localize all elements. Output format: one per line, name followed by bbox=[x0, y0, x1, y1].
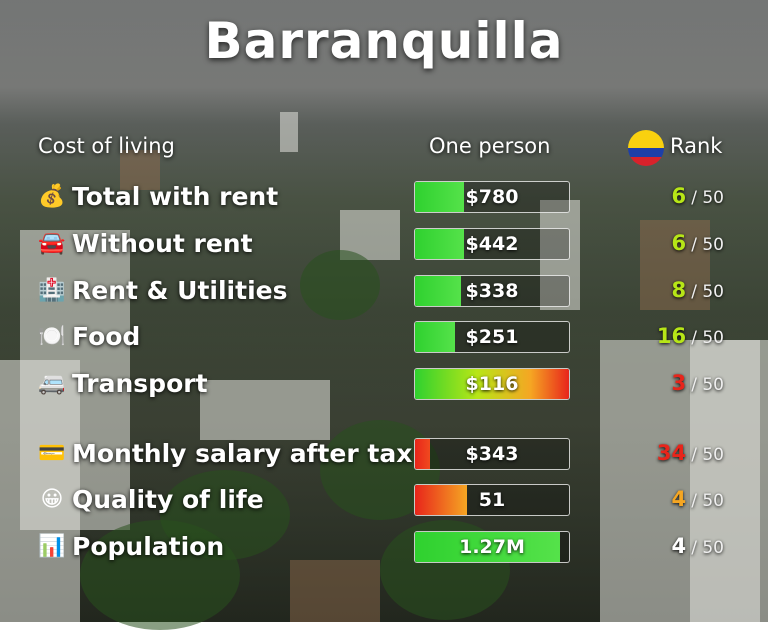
bar-value: 51 bbox=[478, 489, 506, 511]
value-bar: $251 bbox=[414, 321, 570, 353]
rank-value: 34 / 50 bbox=[657, 438, 724, 470]
rank-total: / 50 bbox=[691, 445, 724, 465]
rank-total: / 50 bbox=[691, 491, 724, 511]
rank-number: 34 bbox=[656, 441, 687, 465]
rank-number: 6 bbox=[671, 231, 687, 255]
value-bar: $442 bbox=[414, 228, 570, 260]
value-bar: $780 bbox=[414, 181, 570, 213]
value-bar: 1.27M bbox=[414, 531, 570, 563]
row-label: Transport bbox=[72, 369, 208, 398]
rank-total: / 50 bbox=[691, 538, 724, 558]
row-transport: 🚐 Transport $116 3 / 50 bbox=[0, 368, 768, 402]
rank-value: 6 / 50 bbox=[672, 181, 724, 213]
one-person-header: One person bbox=[429, 134, 551, 158]
row-quality-of-life: 😀 Quality of life 51 4 / 50 bbox=[0, 484, 768, 518]
row-without-rent: 🚘 Without rent $442 6 / 50 bbox=[0, 228, 768, 262]
smiley-face-icon: 😀 bbox=[40, 487, 64, 512]
value-bar: $338 bbox=[414, 275, 570, 307]
rank-value: 3 / 50 bbox=[672, 368, 724, 400]
bar-value: $251 bbox=[465, 326, 519, 348]
row-total-with-rent: 💰 Total with rent $780 6 / 50 bbox=[0, 181, 768, 215]
row-label: Food bbox=[72, 322, 141, 351]
rank-value: 4 / 50 bbox=[672, 484, 724, 516]
row-label: Without rent bbox=[72, 229, 253, 258]
bar-value: $780 bbox=[465, 186, 519, 208]
row-label: Quality of life bbox=[72, 485, 264, 514]
row-monthly-salary: 💳 Monthly salary after tax $343 34 / 50 bbox=[0, 438, 768, 472]
rank-total: / 50 bbox=[691, 235, 724, 255]
minibus-icon: 🚐 bbox=[38, 371, 66, 396]
rank-number: 6 bbox=[671, 184, 687, 208]
row-label: Monthly salary after tax bbox=[72, 439, 413, 468]
credit-card-icon: 💳 bbox=[38, 441, 66, 466]
rank-total: / 50 bbox=[691, 328, 724, 348]
bar-value: $116 bbox=[465, 373, 519, 395]
rank-number: 8 bbox=[671, 278, 687, 302]
bar-value: 1.27M bbox=[459, 536, 525, 558]
rank-value: 4 / 50 bbox=[672, 531, 724, 563]
bar-fill bbox=[415, 532, 560, 562]
cost-of-living-header: Cost of living bbox=[38, 134, 175, 158]
rank-total: / 50 bbox=[691, 282, 724, 302]
value-bar: $343 bbox=[414, 438, 570, 470]
city-title: Barranquilla bbox=[204, 12, 564, 70]
bar-fill bbox=[415, 276, 462, 306]
rank-number: 3 bbox=[671, 371, 687, 395]
rank-value: 16 / 50 bbox=[657, 321, 724, 353]
bar-fill bbox=[415, 229, 465, 259]
bar-chart-icon: 📊 bbox=[38, 534, 66, 559]
row-food: 🍽️ Food $251 16 / 50 bbox=[0, 321, 768, 355]
money-bag-icon: 💰 bbox=[38, 184, 66, 209]
rank-total: / 50 bbox=[691, 375, 724, 395]
bar-fill bbox=[415, 439, 431, 469]
row-rent-utilities: 🏥 Rent & Utilities $338 8 / 50 bbox=[0, 275, 768, 309]
rank-header: Rank bbox=[670, 134, 723, 158]
bar-value: $343 bbox=[465, 443, 519, 465]
hospital-building-icon: 🏥 bbox=[38, 278, 66, 303]
rank-value: 6 / 50 bbox=[672, 228, 724, 260]
row-label: Total with rent bbox=[72, 182, 279, 211]
rank-number: 4 bbox=[671, 534, 687, 558]
row-label: Rent & Utilities bbox=[72, 276, 288, 305]
plate-cutlery-icon: 🍽️ bbox=[38, 324, 66, 349]
rank-value: 8 / 50 bbox=[672, 275, 724, 307]
bar-value: $442 bbox=[465, 233, 519, 255]
value-bar: $116 bbox=[414, 368, 570, 400]
rank-number: 4 bbox=[671, 487, 687, 511]
colombia-flag-icon bbox=[628, 130, 664, 166]
car-icon: 🚘 bbox=[38, 231, 66, 256]
bar-fill bbox=[415, 322, 456, 352]
rank-total: / 50 bbox=[691, 188, 724, 208]
row-label: Population bbox=[72, 532, 225, 561]
bar-value: $338 bbox=[465, 280, 519, 302]
rank-number: 16 bbox=[656, 324, 687, 348]
value-bar: 51 bbox=[414, 484, 570, 516]
bar-fill bbox=[415, 182, 465, 212]
bar-fill bbox=[415, 485, 468, 515]
bar-fill bbox=[415, 369, 569, 399]
row-population: 📊 Population 1.27M 4 / 50 bbox=[0, 531, 768, 565]
